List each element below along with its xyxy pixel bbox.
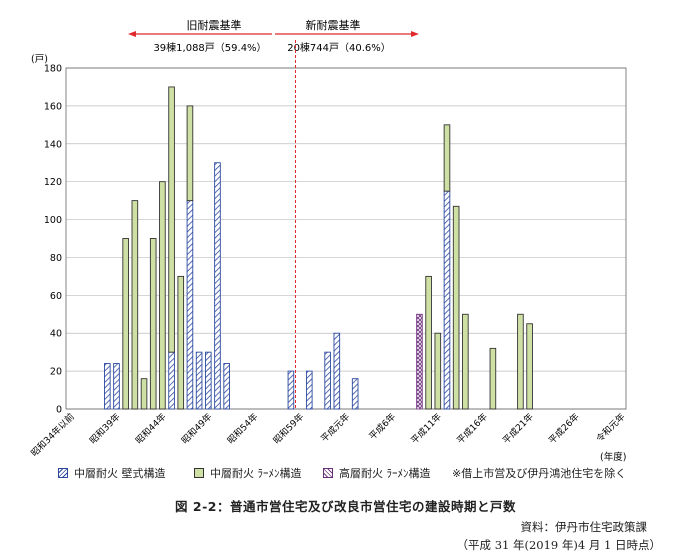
plot-area-border bbox=[65, 67, 627, 410]
bar-rahmen-25 bbox=[489, 347, 497, 410]
y-tick-label: 0 bbox=[56, 405, 62, 416]
legend-item-rahmen: 中層耐火 ﾗｰﾒﾝ構造 bbox=[194, 465, 302, 481]
bar-wall-0 bbox=[104, 363, 111, 410]
new-standard-count: 20棟744戸（40.6%） bbox=[287, 41, 391, 54]
bar-rahmen-3 bbox=[131, 200, 139, 410]
bar-rahmen-22 bbox=[443, 124, 451, 192]
x-tick-label: 昭和54年 bbox=[225, 411, 261, 447]
x-tick-label: 令和元年 bbox=[594, 411, 628, 445]
y-tick-label: 60 bbox=[50, 291, 62, 302]
bar-chart: 旧耐震基準 新耐震基準 39棟1,088戸（59.4%） 20棟744戸（40.… bbox=[28, 18, 627, 463]
legend-label-rahmen: 中層耐火 ﾗｰﾒﾝ構造 bbox=[210, 467, 302, 480]
bar-wall-17 bbox=[333, 332, 341, 410]
new-standard-label: 新耐震基準 bbox=[306, 18, 361, 32]
legend-swatch-rahmen bbox=[194, 468, 204, 478]
legend: 中層耐火 壁式構造 中層耐火 ﾗｰﾒﾝ構造 高層耐火 ﾗｰﾒﾝ構造 ※借上市営及… bbox=[0, 465, 691, 485]
legend-label-high: 高層耐火 ﾗｰﾒﾝ構造 bbox=[339, 467, 431, 480]
bar-wall-22 bbox=[443, 190, 451, 410]
y-tick-label: 100 bbox=[44, 215, 62, 226]
bar-rahmen-6 bbox=[159, 181, 166, 410]
x-tick-label: 平成16年 bbox=[454, 411, 490, 447]
y-axis-unit: (戸) bbox=[31, 54, 48, 65]
legend-item-wall: 中層耐火 壁式構造 bbox=[58, 465, 166, 481]
bar-rahmen-26 bbox=[517, 313, 524, 410]
x-tick-label: 昭和34年以前 bbox=[28, 411, 76, 459]
x-tick-label: 平成21年 bbox=[500, 411, 536, 447]
y-tick-label: 80 bbox=[50, 253, 62, 264]
legend-swatch-wall bbox=[58, 468, 68, 478]
bar-wall-11 bbox=[204, 351, 212, 410]
x-tick-label: 昭和49年 bbox=[179, 411, 215, 447]
legend-note: ※借上市営及び伊丹鴻池住宅を除く bbox=[452, 465, 626, 481]
x-axis-unit: (年度) bbox=[600, 451, 626, 463]
bar-rahmen-23 bbox=[452, 205, 460, 410]
x-tick-labels: 昭和34年以前 昭和39年 昭和44年 昭和49年 昭和54年 昭和59年 平成元年 平成6年… bbox=[28, 411, 627, 459]
bar-rahmen-4 bbox=[140, 378, 148, 410]
y-tick-label: 160 bbox=[44, 101, 62, 112]
bar-wall-14 bbox=[287, 370, 295, 410]
bar-high-19 bbox=[416, 313, 423, 410]
y-tick-label: 20 bbox=[50, 367, 62, 378]
y-tick-label: 140 bbox=[44, 139, 62, 150]
legend-swatch-high bbox=[323, 468, 333, 478]
bar-rahmen-2 bbox=[122, 238, 129, 410]
legend-note-text: ※借上市営及び伊丹鴻池住宅を除く bbox=[452, 467, 627, 480]
x-tick-label: 平成11年 bbox=[408, 411, 444, 447]
new-standard-arrow-head bbox=[411, 31, 419, 37]
bar-rahmen-27 bbox=[526, 323, 533, 410]
y-tick-label: 180 bbox=[44, 64, 62, 75]
x-tick-label: 昭和59年 bbox=[271, 411, 307, 447]
bar-rahmen-9 bbox=[186, 105, 194, 202]
bar-rahmen-5 bbox=[149, 238, 157, 410]
figure-caption: 図 2-2：普通市営住宅及び改良市営住宅の建設時期と戸数 bbox=[175, 499, 516, 514]
bar-wall-7 bbox=[168, 351, 175, 410]
old-standard-label: 旧耐震基準 bbox=[187, 18, 242, 32]
bar-rahmen-24 bbox=[462, 313, 469, 410]
bar-wall-1 bbox=[113, 363, 120, 410]
legend-item-high: 高層耐火 ﾗｰﾒﾝ構造 bbox=[323, 465, 431, 481]
bar-wall-15 bbox=[305, 370, 313, 410]
bar-wall-9 bbox=[186, 200, 194, 410]
old-standard-count: 39棟1,088戸（59.4%） bbox=[153, 41, 266, 54]
bar-rahmen-7 bbox=[168, 86, 175, 353]
bar-wall-10 bbox=[195, 351, 203, 410]
x-tick-label: 昭和39年 bbox=[87, 411, 123, 447]
y-tick-labels: 0 20 40 60 80 100 120 140 160 180 bbox=[44, 64, 62, 416]
bar-rahmen-20 bbox=[425, 275, 432, 410]
bar-wall-13 bbox=[223, 363, 230, 410]
y-tick-label: 120 bbox=[44, 177, 62, 188]
bar-rahmen-21 bbox=[434, 332, 442, 410]
legend-label-wall: 中層耐火 壁式構造 bbox=[74, 467, 166, 480]
bar-wall-18 bbox=[351, 378, 359, 410]
source-date: （平成 31 年(2019 年)4 月 1 日時点） bbox=[456, 538, 661, 552]
bar-wall-12 bbox=[214, 162, 221, 410]
x-tick-label: 平成6年 bbox=[366, 411, 398, 443]
y-tick-label: 40 bbox=[50, 329, 62, 340]
x-tick-label: 昭和44年 bbox=[133, 411, 169, 447]
bar-rahmen-8 bbox=[177, 275, 185, 410]
x-tick-label: 平成元年 bbox=[318, 411, 352, 445]
source-label: 資料：伊丹市住宅政策課 bbox=[520, 520, 648, 534]
bars bbox=[104, 86, 533, 410]
x-tick-label: 平成26年 bbox=[546, 411, 582, 447]
bar-wall-16 bbox=[324, 351, 331, 410]
old-standard-arrow-head bbox=[128, 31, 136, 37]
